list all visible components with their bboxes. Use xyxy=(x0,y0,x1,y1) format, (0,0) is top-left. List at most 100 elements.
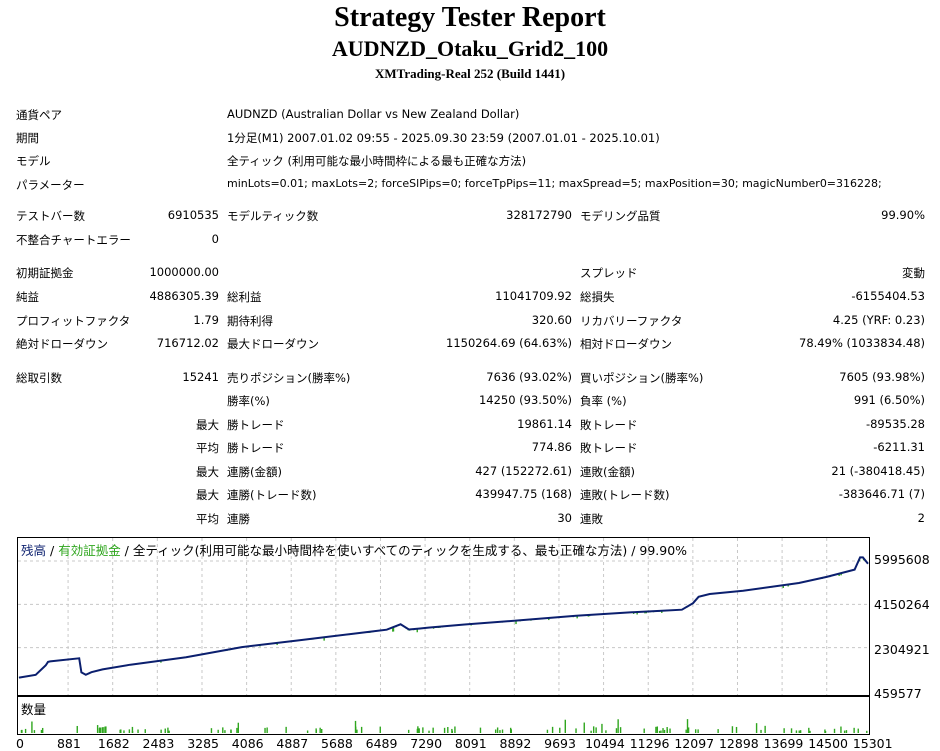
largest-prefix: 最大 xyxy=(196,418,219,432)
legend-equity: 有効証拠金 xyxy=(58,543,121,558)
avg-consec-losses-value: 2 xyxy=(917,511,925,525)
period-label: 期間 xyxy=(16,131,39,145)
x-tick-label: 11296 xyxy=(629,736,670,751)
x-tick-label: 4086 xyxy=(231,736,264,751)
x-tick-label: 2483 xyxy=(142,736,175,751)
server-info: XMTrading-Real 252 (Build 1441) xyxy=(374,66,566,81)
max-consec-wins-value: 427 (152272.61) xyxy=(475,464,572,478)
model-label: モデル xyxy=(16,154,51,168)
expected-payoff-value: 320.60 xyxy=(531,313,572,327)
max-drawdown-label: 最大ドローダウン xyxy=(227,337,319,351)
max-consec-profit-value: 439947.75 (168) xyxy=(475,487,572,501)
profit-factor-label: プロフィットファクタ xyxy=(16,314,131,328)
x-tick-label: 13699 xyxy=(763,736,804,751)
x-tick-label: 3285 xyxy=(187,736,219,751)
period-value: 1分足(M1) 2007.01.02 09:55 - 2025.09.30 23… xyxy=(227,131,660,145)
x-tick-label: 12898 xyxy=(718,736,759,751)
x-tick-label: 15301 xyxy=(852,736,893,751)
win-rate-value: 14250 (93.50%) xyxy=(478,393,572,407)
largest-win-label: 勝トレード xyxy=(227,418,285,432)
symbol-label: 通貨ペア xyxy=(16,108,62,122)
y-tick-label: 5995608 xyxy=(874,552,930,567)
params-label: パラメーター xyxy=(16,178,85,192)
loss-rate-value: 991 (6.50%) xyxy=(853,393,925,407)
legend-balance: 残高 xyxy=(21,543,47,558)
bars-value: 6910535 xyxy=(167,208,219,222)
abs-drawdown-label: 絶対ドローダウン xyxy=(16,337,108,351)
balance-graph-plot xyxy=(18,538,869,695)
y-tick-label: 2304921 xyxy=(874,642,930,657)
max-consec-profit-label: 連勝(トレード数) xyxy=(227,488,317,502)
avg-win-label: 勝トレード xyxy=(227,441,285,455)
max-consec-count-prefix: 最大 xyxy=(196,488,219,502)
avg-consec-wins-label: 連勝 xyxy=(227,512,250,526)
long-positions-label: 買いポジション(勝率%) xyxy=(580,371,704,385)
avg-consec-losses-label: 連敗 xyxy=(580,512,603,526)
volume-label: 数量 xyxy=(21,702,47,717)
x-tick-label: 881 xyxy=(56,736,81,751)
mismatch-value: 0 xyxy=(211,232,219,246)
spread-label: スプレッド xyxy=(580,266,638,280)
net-profit-label: 純益 xyxy=(16,290,39,304)
short-positions-label: 売りポジション(勝率%) xyxy=(227,371,351,385)
max-consec-losses-label: 連敗(金額) xyxy=(580,465,635,479)
report-title: Strategy Tester Report xyxy=(334,2,606,33)
quality-label: モデリング品質 xyxy=(580,209,661,223)
largest-loss-label: 敗トレード xyxy=(580,418,638,432)
graph-legend: 残高 / 有効証拠金 / 全ティック(利用可能な最小時間枠を使いすべてのティック… xyxy=(21,540,687,559)
x-tick-label: 0 xyxy=(16,736,24,751)
legend-separator: / xyxy=(46,543,59,558)
x-tick-label: 4887 xyxy=(276,736,309,751)
largest-loss-value: -89535.28 xyxy=(865,417,925,431)
net-profit-value: 4886305.39 xyxy=(149,289,219,303)
bars-label: テストバー数 xyxy=(16,209,85,223)
x-tick-label: 6489 xyxy=(365,736,398,751)
ticks-label: モデルティック数 xyxy=(227,209,319,223)
max-drawdown-value: 1150264.69 (64.63%) xyxy=(446,336,572,350)
symbol-value: AUDNZD (Australian Dollar vs New Zealand… xyxy=(227,107,520,121)
total-trades-label: 総取引数 xyxy=(16,371,62,385)
params-value: minLots=0.01; maxLots=2; forceSlPips=0; … xyxy=(227,177,882,190)
x-tick-label: 14500 xyxy=(808,736,848,751)
deposit-label: 初期証拠金 xyxy=(16,266,74,280)
rel-drawdown-label: 相対ドローダウン xyxy=(580,337,672,351)
mismatch-label: 不整合チャートエラー xyxy=(16,233,131,247)
volume-graph-plot xyxy=(20,719,868,733)
rel-drawdown-value: 78.49% (1033834.48) xyxy=(799,336,925,350)
gross-loss-value: -6155404.53 xyxy=(851,289,925,303)
abs-drawdown-value: 716712.02 xyxy=(156,336,219,350)
gross-profit-label: 総利益 xyxy=(227,290,262,304)
avg-win-value: 774.86 xyxy=(531,440,572,454)
x-tick-label: 5688 xyxy=(321,736,353,751)
expected-payoff-label: 期待利得 xyxy=(227,314,273,328)
x-tick-label: 8091 xyxy=(454,736,487,751)
legend-description: / 全ティック(利用可能な最小時間枠を使いすべてのティックを生成する、最も正確な… xyxy=(120,543,688,558)
y-tick-label: 4150264 xyxy=(874,597,930,612)
max-consec-prefix: 最大 xyxy=(196,465,219,479)
ticks-value: 328172790 xyxy=(506,208,572,222)
y-tick-label: 459577 xyxy=(874,686,922,701)
quality-value: 99.90% xyxy=(881,208,925,222)
max-consec-loss-label: 連敗(トレード数) xyxy=(580,488,670,502)
loss-rate-label: 負率 (%) xyxy=(580,394,627,408)
max-consec-wins-label: 連勝(金額) xyxy=(227,465,282,479)
x-tick-label: 10494 xyxy=(585,736,625,751)
win-rate-label: 勝率(%) xyxy=(227,394,270,408)
balance-graph: 残高 / 有効証拠金 / 全ティック(利用可能な最小時間枠を使いすべてのティック… xyxy=(17,537,870,696)
volume-graph: 数量 xyxy=(17,696,870,735)
recovery-factor-label: リカバリーファクタ xyxy=(580,314,683,328)
x-tick-label: 9693 xyxy=(544,736,576,751)
max-consec-losses-value: 21 (-380418.45) xyxy=(831,464,925,478)
total-trades-value: 15241 xyxy=(182,370,219,384)
spread-value: 変動 xyxy=(902,266,925,280)
short-positions-value: 7636 (93.02%) xyxy=(486,370,572,384)
report-subtitle: AUDNZD_Otaku_Grid2_100 xyxy=(331,36,609,61)
avg-loss-label: 敗トレード xyxy=(580,441,638,455)
avg-loss-value: -6211.31 xyxy=(873,440,925,454)
max-consec-loss-value: -383646.71 (7) xyxy=(838,487,925,501)
x-tick-label: 12097 xyxy=(674,736,715,751)
average-prefix: 平均 xyxy=(196,441,219,455)
gross-profit-value: 11041709.92 xyxy=(495,289,572,303)
gross-loss-label: 総損失 xyxy=(580,290,615,304)
largest-win-value: 19861.14 xyxy=(517,417,572,431)
